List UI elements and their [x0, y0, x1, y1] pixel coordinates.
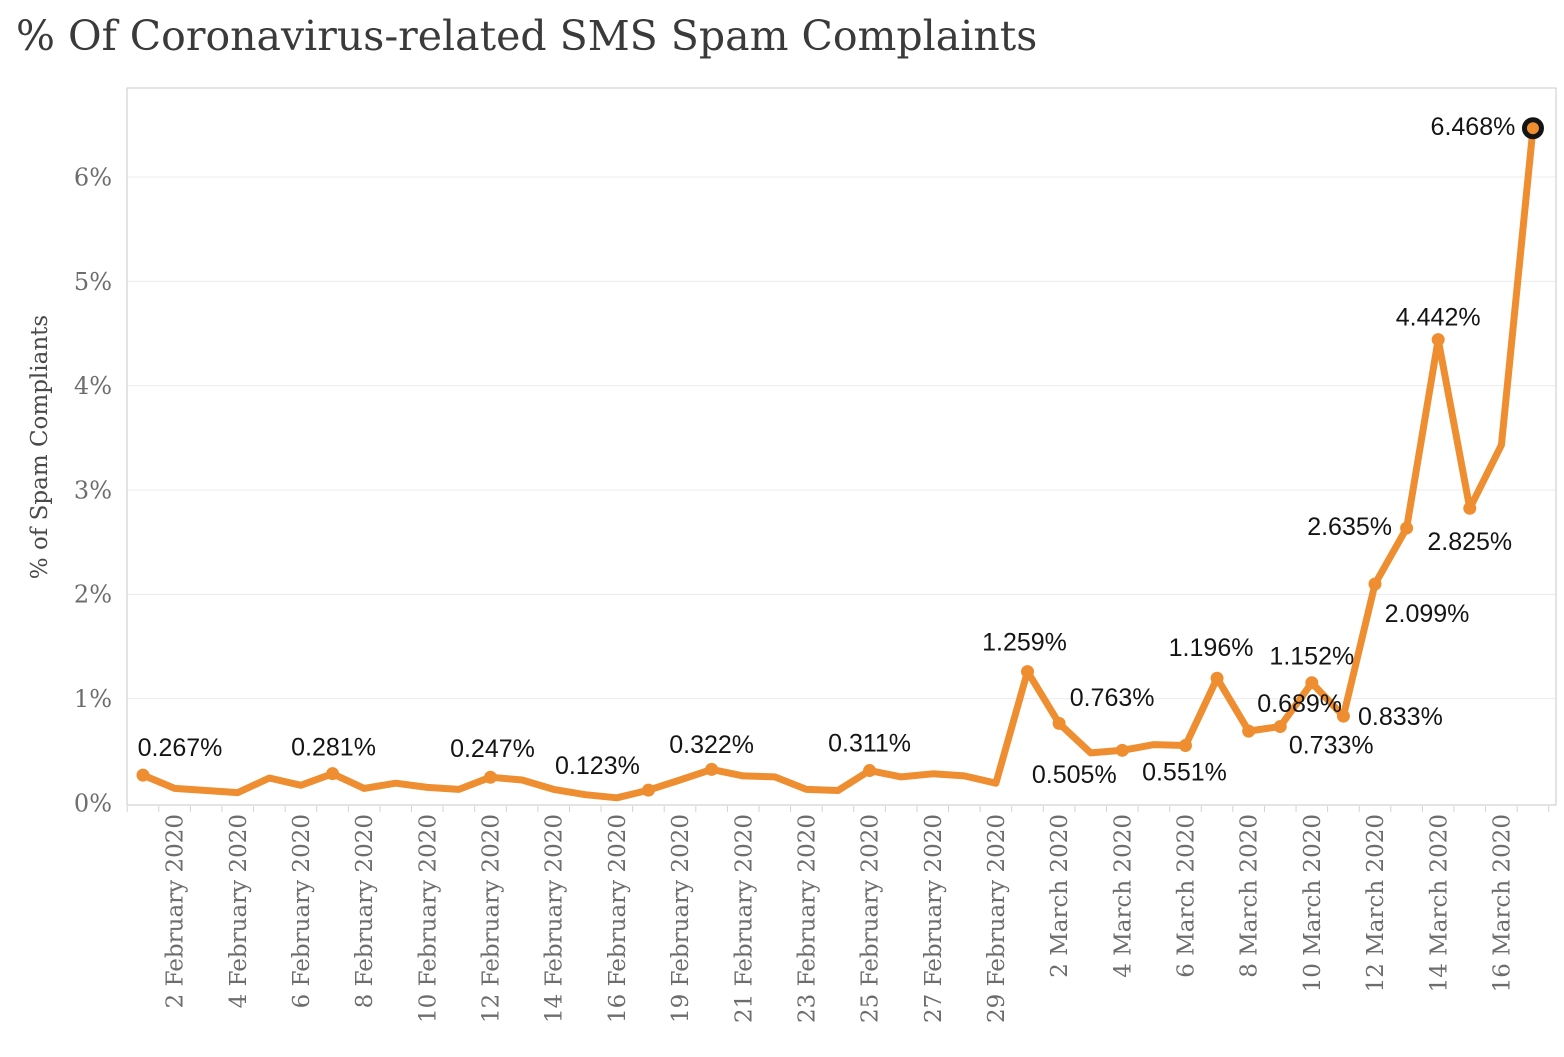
- data-point-marker[interactable]: [705, 762, 719, 776]
- x-tick-label: 10 February 2020: [415, 814, 441, 1023]
- y-tick-label: 5%: [74, 268, 112, 296]
- y-tick-label: 4%: [74, 372, 112, 400]
- y-tick-label: 6%: [74, 163, 112, 191]
- x-tick-label: 23 February 2020: [794, 814, 820, 1023]
- x-tick-label: 2 March 2020: [1047, 814, 1073, 978]
- data-point-label: 0.267%: [138, 734, 223, 762]
- x-tick-label: 6 March 2020: [1174, 814, 1200, 978]
- final-data-point-marker[interactable]: [1521, 117, 1544, 140]
- data-point-marker[interactable]: [483, 770, 497, 784]
- data-point-label: 1.196%: [1169, 634, 1254, 662]
- data-point-marker[interactable]: [1336, 709, 1350, 723]
- data-point-label: 1.259%: [982, 628, 1067, 656]
- data-point-marker[interactable]: [1210, 671, 1224, 685]
- data-point-label: 2.825%: [1427, 528, 1512, 556]
- x-tick-label: 27 February 2020: [921, 814, 947, 1023]
- data-point-label: 0.505%: [1032, 761, 1117, 789]
- data-point-marker[interactable]: [1273, 720, 1287, 734]
- plot-border: [126, 87, 1557, 806]
- data-point-label: 0.123%: [555, 752, 640, 780]
- x-tick-label: 6 February 2020: [289, 814, 315, 1008]
- y-tick-label: 3%: [74, 476, 112, 504]
- data-point-marker[interactable]: [1178, 739, 1192, 753]
- x-tick-label: 14 February 2020: [542, 814, 568, 1023]
- series-line[interactable]: [139, 124, 1537, 802]
- x-tick-label: 4 March 2020: [1110, 814, 1136, 978]
- data-point-label: 0.689%: [1257, 690, 1342, 718]
- x-tick-label: 14 March 2020: [1426, 814, 1452, 992]
- data-point-marker[interactable]: [641, 783, 655, 797]
- data-point-marker[interactable]: [136, 768, 150, 782]
- data-point-label: 0.281%: [291, 733, 376, 761]
- x-tick-label: 29 February 2020: [984, 814, 1010, 1023]
- data-point-label: 0.833%: [1358, 703, 1443, 731]
- data-point-marker[interactable]: [1305, 676, 1319, 690]
- chart-title: % Of Coronavirus-related SMS Spam Compla…: [16, 12, 1038, 60]
- data-point-marker[interactable]: [1115, 743, 1129, 757]
- data-point-label: 2.635%: [1307, 513, 1392, 541]
- x-tick-label: 25 February 2020: [858, 814, 884, 1023]
- data-point-label: 0.733%: [1289, 731, 1374, 759]
- data-point-label: 0.322%: [669, 731, 754, 759]
- data-point-marker[interactable]: [1400, 521, 1414, 535]
- data-point-marker[interactable]: [1021, 665, 1035, 679]
- y-tick-label: 2%: [74, 581, 112, 609]
- y-tick-label: 0%: [74, 789, 112, 817]
- x-tick-label: 4 February 2020: [226, 814, 252, 1008]
- data-point-label: 0.311%: [828, 729, 911, 757]
- data-point-label: 0.247%: [450, 735, 535, 763]
- data-point-label: 6.468%: [1431, 113, 1516, 141]
- data-point-marker[interactable]: [1242, 724, 1256, 738]
- x-tick-label: 12 March 2020: [1363, 814, 1389, 992]
- data-point-label: 4.442%: [1396, 303, 1481, 331]
- data-point-marker[interactable]: [1052, 716, 1066, 730]
- x-tick-label: 8 February 2020: [352, 814, 378, 1008]
- x-tick-label: 12 February 2020: [479, 814, 505, 1023]
- data-point-marker[interactable]: [1431, 333, 1445, 347]
- x-tick-label: 16 March 2020: [1489, 814, 1515, 992]
- data-point-marker[interactable]: [863, 764, 877, 778]
- data-point-label: 1.152%: [1269, 643, 1354, 671]
- x-tick-label: 21 February 2020: [731, 814, 757, 1023]
- data-point-label: 0.763%: [1070, 684, 1155, 712]
- x-tick-label: 19 February 2020: [668, 814, 694, 1023]
- data-point-label: 0.551%: [1142, 758, 1227, 786]
- y-tick-label: 1%: [74, 685, 112, 713]
- x-tick-label: 16 February 2020: [605, 814, 631, 1023]
- x-tick-label: 10 March 2020: [1300, 814, 1326, 992]
- data-point-label: 2.099%: [1385, 600, 1470, 628]
- data-point-marker[interactable]: [1368, 577, 1382, 591]
- x-tick-label: 2 February 2020: [163, 814, 189, 1008]
- x-tick-label: 8 March 2020: [1237, 814, 1263, 978]
- data-point-marker[interactable]: [1463, 501, 1477, 515]
- data-point-marker[interactable]: [326, 767, 340, 781]
